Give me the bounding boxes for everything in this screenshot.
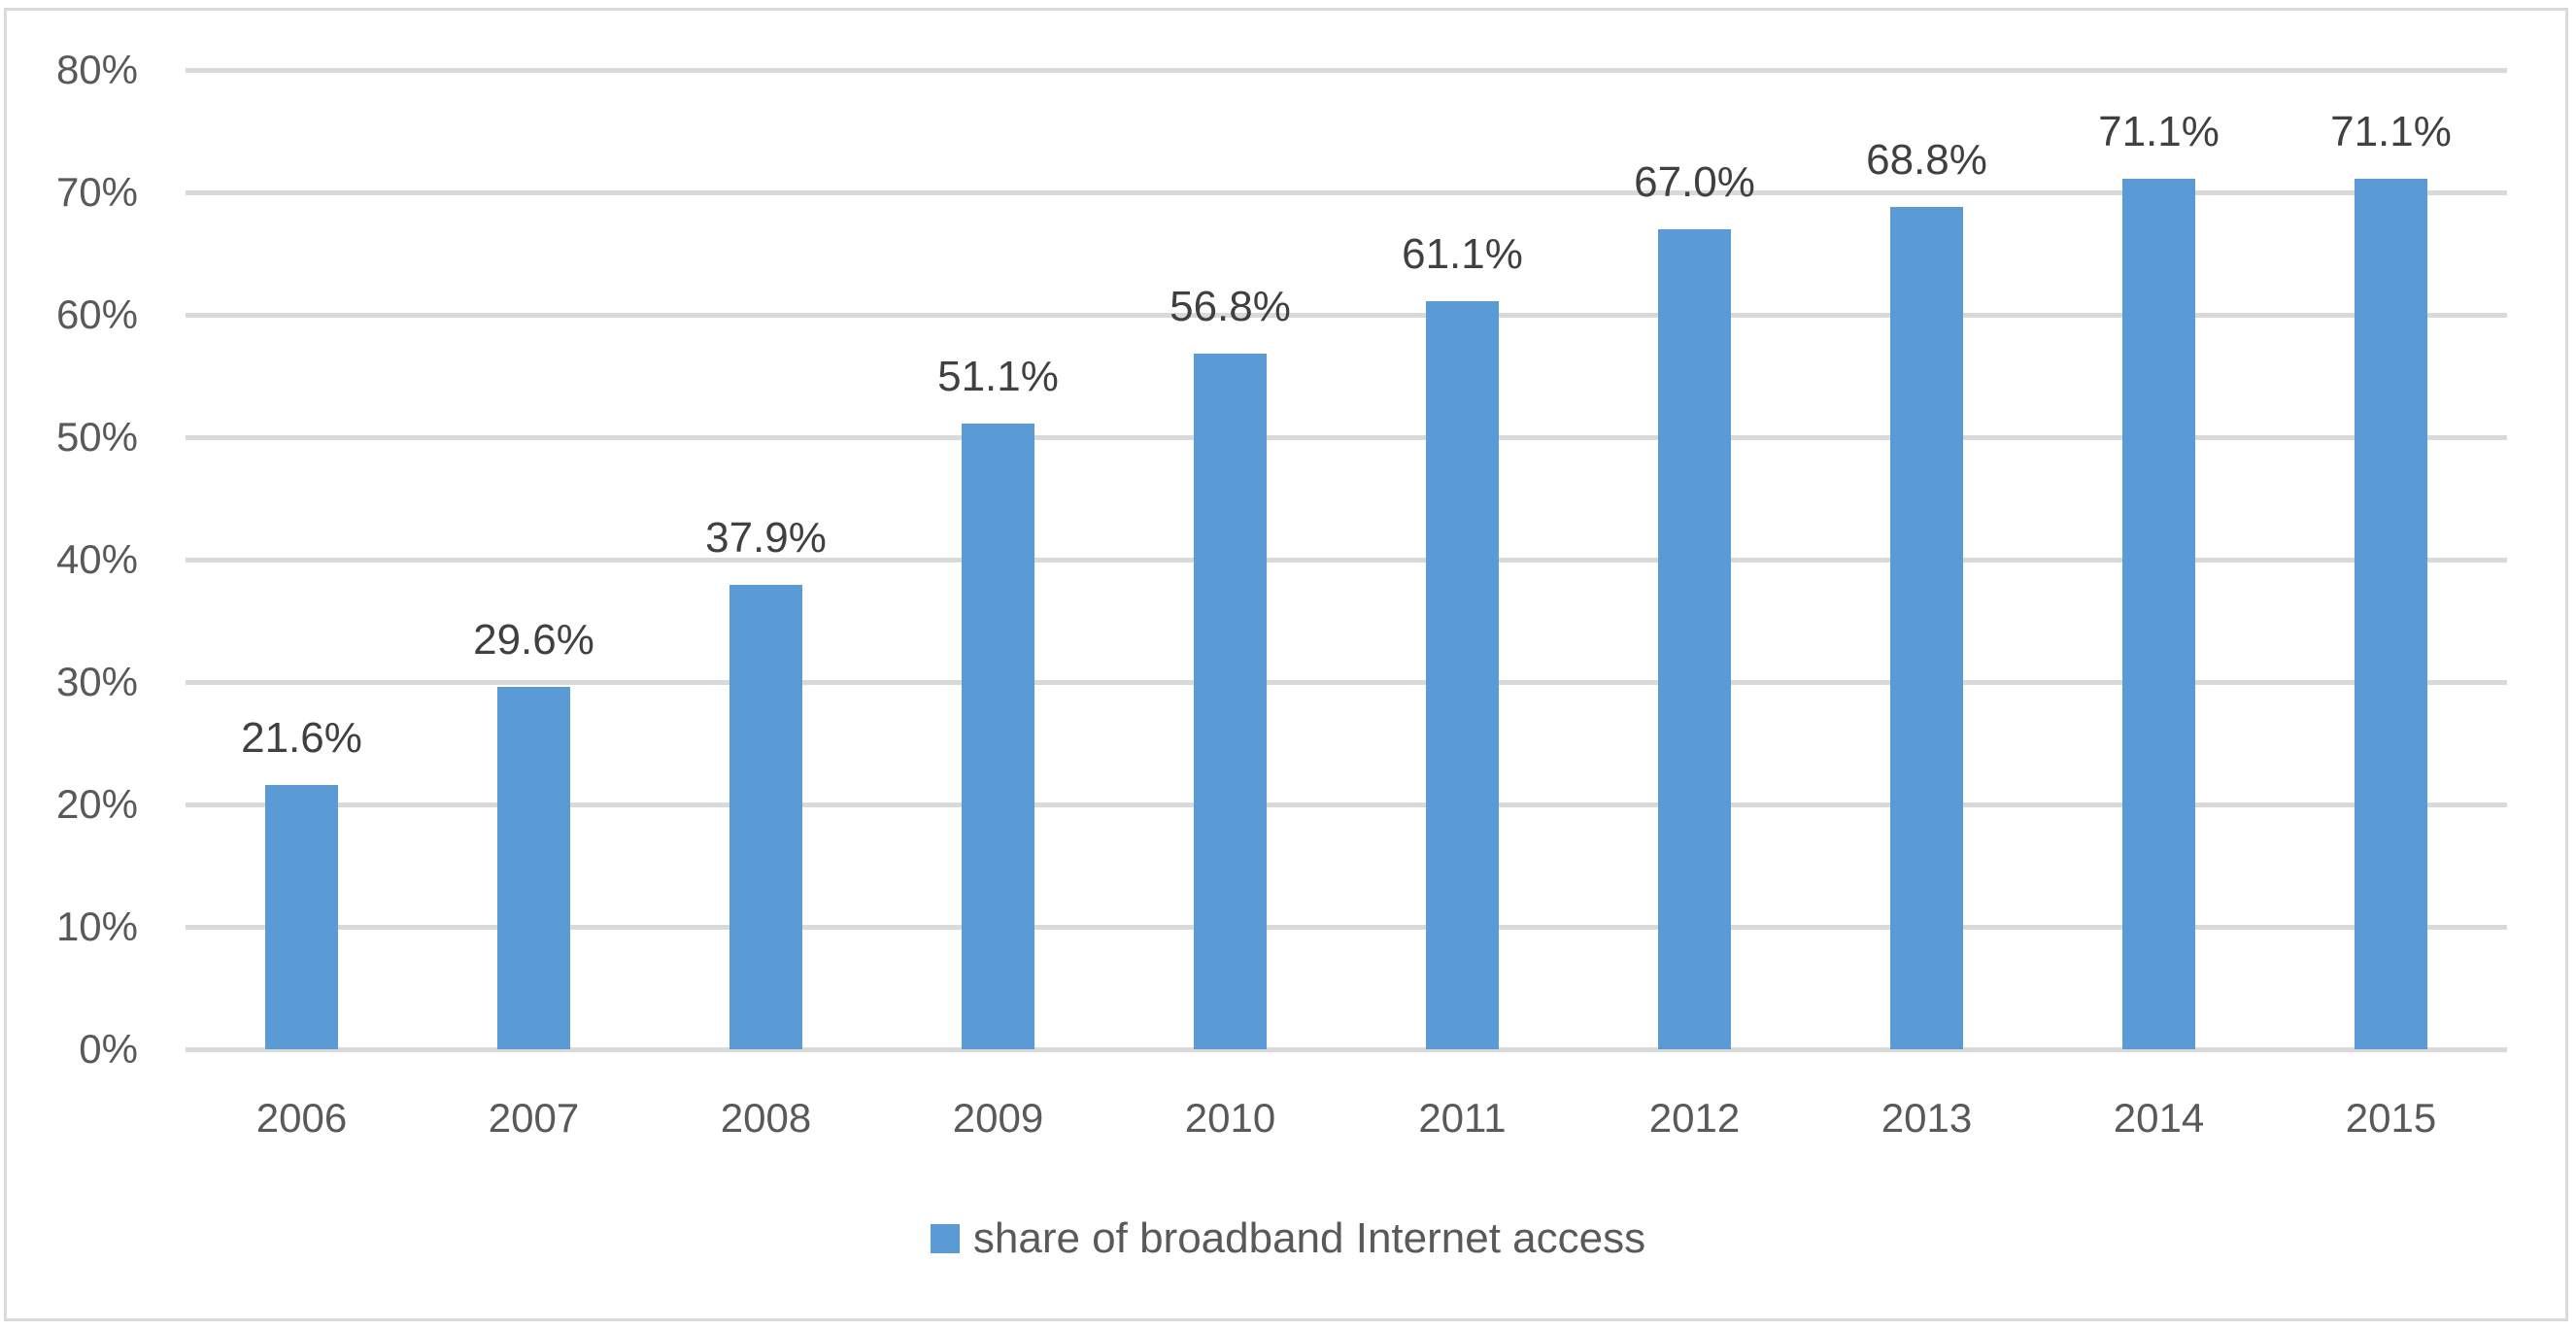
data-label: 68.8% xyxy=(1866,136,1987,185)
gridline xyxy=(186,68,2507,73)
bar xyxy=(1658,228,1731,1049)
x-tick-label: 2009 xyxy=(952,1095,1044,1141)
gridline xyxy=(186,680,2507,685)
bar xyxy=(1194,354,1267,1049)
x-tick-label: 2015 xyxy=(2345,1095,2437,1141)
gridline xyxy=(186,313,2507,318)
data-label: 71.1% xyxy=(2330,108,2452,156)
x-tick-label: 2007 xyxy=(488,1095,580,1141)
y-tick-label: 70% xyxy=(55,169,138,215)
y-tick-label: 30% xyxy=(55,659,138,704)
bar xyxy=(729,585,802,1049)
y-tick-label: 40% xyxy=(55,536,138,582)
data-label: 37.9% xyxy=(705,514,827,563)
data-label: 29.6% xyxy=(473,616,594,665)
legend-swatch xyxy=(930,1224,960,1253)
y-tick-label: 20% xyxy=(55,781,138,827)
gridline xyxy=(186,190,2507,195)
bar xyxy=(1890,207,1963,1049)
y-tick-label: 80% xyxy=(55,47,138,92)
data-label: 21.6% xyxy=(241,713,362,762)
bar xyxy=(962,424,1034,1049)
x-tick-label: 2011 xyxy=(1418,1095,1507,1141)
data-label: 71.1% xyxy=(2098,108,2220,156)
x-tick-label: 2010 xyxy=(1184,1095,1276,1141)
legend: share of broadband Internet access xyxy=(0,1214,2576,1263)
x-tick-label: 2006 xyxy=(255,1095,348,1141)
bar xyxy=(1426,301,1499,1049)
gridline xyxy=(186,558,2507,563)
data-label: 51.1% xyxy=(937,353,1059,401)
x-tick-label: 2013 xyxy=(1881,1095,1973,1141)
legend-label: share of broadband Internet access xyxy=(972,1214,1646,1262)
bar xyxy=(497,687,570,1049)
y-tick-label: 50% xyxy=(55,414,138,460)
gridline xyxy=(186,802,2507,807)
data-label: 61.1% xyxy=(1402,230,1523,279)
x-tick-label: 2008 xyxy=(720,1095,812,1141)
x-tick-label: 2014 xyxy=(2113,1095,2205,1141)
bar xyxy=(2122,179,2195,1049)
gridline xyxy=(186,925,2507,930)
data-label: 56.8% xyxy=(1169,283,1291,331)
bar xyxy=(2355,179,2427,1049)
x-tick-label: 2012 xyxy=(1648,1095,1741,1141)
y-tick-label: 10% xyxy=(55,904,138,949)
gridline xyxy=(186,1047,2507,1052)
y-tick-label: 60% xyxy=(55,291,138,337)
y-tick-label: 0% xyxy=(79,1026,138,1072)
bar xyxy=(265,784,338,1049)
data-label: 67.0% xyxy=(1634,157,1755,206)
gridline xyxy=(186,435,2507,440)
